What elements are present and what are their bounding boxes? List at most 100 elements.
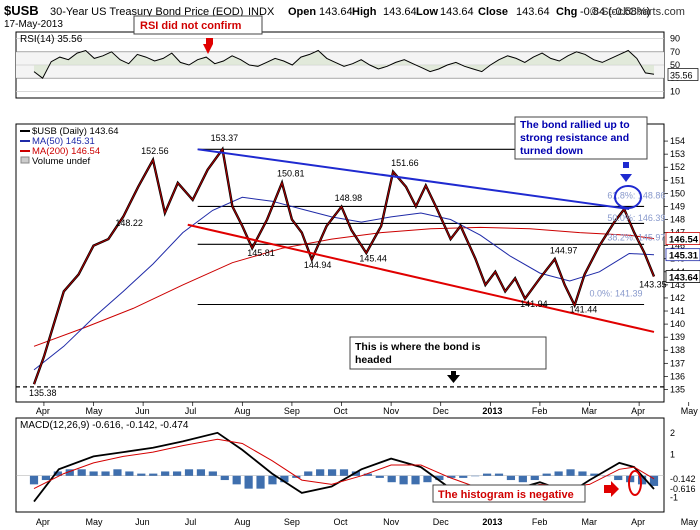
point-label-141.94: 141.94 [520, 299, 548, 309]
point-label-151.66: 151.66 [391, 158, 419, 168]
histogram-bar [339, 469, 349, 476]
rsi-tick-90: 90 [670, 34, 680, 44]
rsi-callout: RSI did not confirm [133, 15, 263, 54]
histogram-bar [494, 473, 504, 476]
fib-label-0: 61.8%: 148.86 [607, 191, 665, 201]
histogram-bar [387, 475, 396, 483]
macd-month-Jul: Jul [185, 517, 197, 527]
headed-callout: This is where the bond is headed [349, 336, 547, 383]
histogram-bar [471, 475, 480, 477]
point-label-141.44: 141.44 [570, 304, 598, 314]
price-month-Nov: Nov [383, 406, 400, 416]
macd-tick--0.142: -0.142 [670, 474, 696, 484]
macd-tick-1: 1 [670, 449, 675, 459]
ohlc-low-value: 143.64 [440, 6, 474, 18]
macd-layer: 2 1 -0.142-0.616-1 MACD(12,26,9) -0.616, -0… [16, 420, 698, 527]
rsi-callout-text: RSI did not confirm [140, 20, 242, 32]
histogram-bar [65, 469, 74, 476]
histogram-bar [327, 469, 337, 476]
histogram-circle [628, 470, 642, 496]
histogram-bar [149, 473, 158, 476]
price-month-Mar: Mar [582, 406, 598, 416]
rsi-tick-50: 50 [670, 60, 680, 70]
price-month-Dec: Dec [433, 406, 450, 416]
macd-month-Feb: Feb [532, 517, 548, 527]
ohlc-high-value: 143.64 [383, 6, 417, 18]
histogram-arrow-icon [604, 481, 619, 497]
point-label-145.81: 145.81 [247, 248, 275, 258]
legend-item-1: MA(50) 145.31 [32, 136, 95, 147]
rally-callout-line-1: The bond rallied up to [520, 119, 630, 131]
point-label-144.97: 144.97 [550, 246, 578, 256]
histogram-bar [304, 471, 313, 476]
histogram-bar [614, 475, 623, 481]
legend-item-2: MA(200) 146.54 [32, 146, 100, 157]
price-tick-153: 153 [670, 149, 685, 159]
histogram-bar [268, 475, 277, 485]
rally-callout-box [514, 116, 648, 160]
histogram-bar [77, 469, 86, 476]
point-label-143.35: 143.35 [639, 279, 667, 289]
histogram-bar [363, 473, 372, 476]
black-arrow-icon [447, 371, 460, 383]
price-line [33, 148, 655, 385]
histogram-bar [113, 469, 122, 476]
macd-month-Apr: Apr [36, 517, 50, 527]
histogram-bar [649, 475, 659, 486]
price-tick-149: 149 [670, 201, 685, 211]
histogram-bar [399, 475, 408, 485]
headed-callout-box [349, 336, 547, 370]
price-tick-139: 139 [670, 332, 685, 342]
point-label-144.94: 144.94 [304, 260, 332, 270]
macd-month-Aug: Aug [234, 517, 250, 527]
price-tick-140: 140 [670, 319, 685, 329]
ohlc-open-label: Open [288, 6, 316, 18]
histogram-bar [375, 475, 384, 478]
rsi-current-box [667, 68, 699, 81]
price-month-Sep: Sep [284, 406, 300, 416]
ohlc-row: Open 143.64 High 143.64 Low 143.64 Close 143.64… [288, 6, 650, 18]
histogram-callout-box [432, 484, 586, 503]
price-layer: 1541531521511501491481471461451441431421… [16, 126, 700, 416]
macd-month-Apr: Apr [631, 517, 645, 527]
rally-callout-line-3: turned down [520, 145, 583, 157]
macd-month-Sep: Sep [284, 517, 300, 527]
point-label-145.44: 145.44 [359, 253, 387, 263]
rsi-tick-10: 10 [670, 86, 680, 96]
histogram-bar [590, 473, 599, 476]
trendline-resistance [197, 148, 630, 211]
price-tick-148: 148 [670, 215, 685, 225]
price-tick-142: 142 [670, 293, 685, 303]
header: $USB 30-Year US Treasury Bond Price (EOD… [4, 3, 685, 30]
macd-month-Dec: Dec [433, 517, 450, 527]
macd-month-Nov: Nov [383, 517, 400, 527]
rsi-tick-70: 70 [670, 47, 680, 57]
histogram-bar [232, 475, 241, 485]
histogram-bar [220, 475, 229, 481]
ohlc-close-label: Close [478, 6, 508, 18]
headed-callout-line-1: This is where the bond is [355, 341, 481, 353]
price-tick-137: 137 [670, 358, 685, 368]
histogram-bar [244, 475, 253, 489]
macd-tick--1: -1 [670, 492, 678, 502]
price-tick-150: 150 [670, 188, 685, 198]
ohlc-chg-value: -0.84 (-0.58%) [580, 6, 650, 18]
histogram-bar [423, 475, 432, 483]
price-tick-136: 136 [670, 371, 685, 381]
ohlc-open-value: 143.64 [319, 6, 353, 18]
histogram-bar [554, 471, 563, 476]
point-label-153.37: 153.37 [211, 133, 239, 143]
price-label-box-1 [665, 248, 700, 262]
histogram-bar [196, 469, 206, 476]
histogram-bar [506, 475, 516, 481]
blue-arrow-icon [620, 162, 632, 182]
fib-label-2: 38.2%: 145.97 [607, 232, 665, 242]
price-month-Jun: Jun [135, 406, 150, 416]
price-month-Apr: Apr [36, 406, 50, 416]
histogram-callout-text: The histogram is negative [438, 489, 574, 501]
histogram-bar [637, 475, 647, 485]
price-label-box-2 [665, 270, 700, 283]
histogram-bar [459, 475, 468, 478]
legend-swatch-3 [20, 156, 30, 164]
